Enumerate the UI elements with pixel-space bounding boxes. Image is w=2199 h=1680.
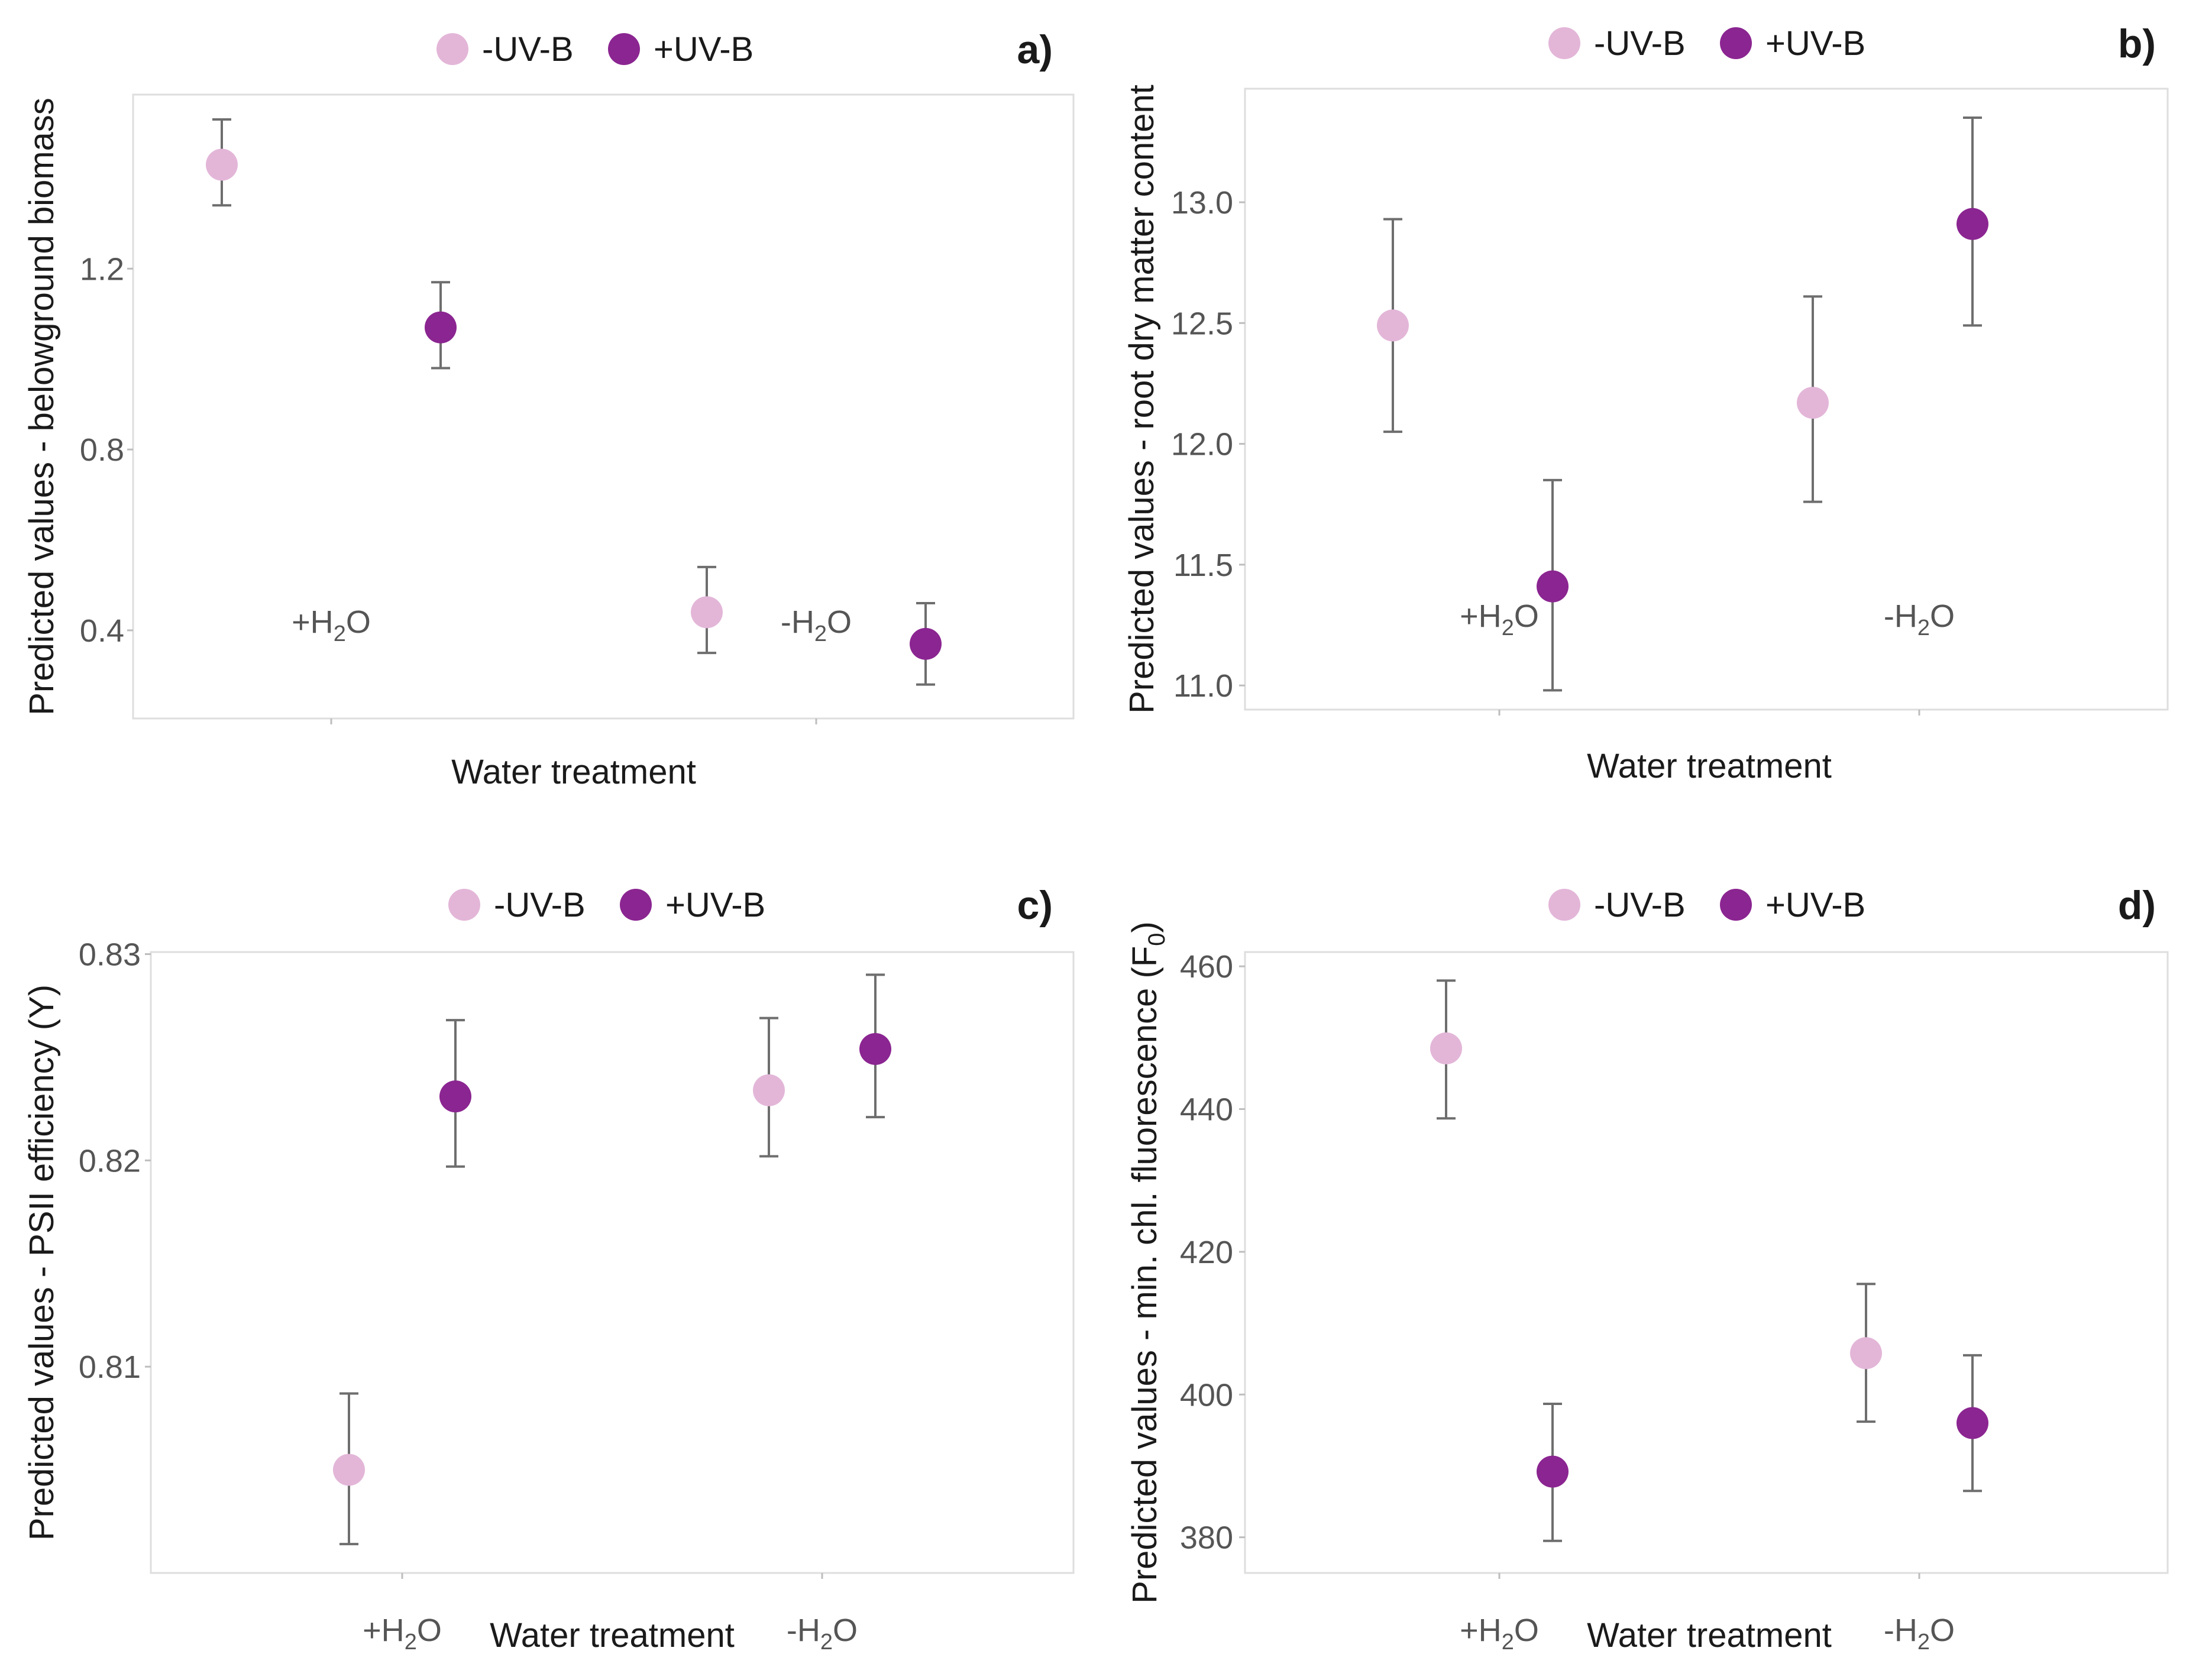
legend: -UV-B +UV-B [1548, 886, 1865, 924]
data-point-minus-uvb [1377, 309, 1409, 342]
legend-label: -UV-B [1594, 886, 1686, 924]
legend-label: +UV-B [654, 30, 754, 69]
data-point-plus-uvb [859, 1032, 891, 1065]
panel-tag: c) [1017, 883, 1053, 928]
plot-area [150, 951, 1075, 1574]
y-tick-label: 12.5 [1171, 306, 1233, 341]
legend-swatch [1720, 889, 1752, 921]
legend-swatch [1720, 27, 1752, 59]
legend: -UV-B +UV-B [1548, 24, 1865, 63]
panel-c: 0.81 0.82 0.83 +H2O -H2O Water treatment Predi… [22, 883, 1075, 1655]
legend-swatch [620, 889, 652, 921]
plot-area [1244, 951, 2169, 1574]
plot-area [1244, 88, 2169, 711]
y-axis-title: Predicted values - belowground biomass [22, 98, 61, 716]
plot-area [132, 93, 1075, 720]
legend-swatch [1548, 889, 1580, 921]
y-tick-label: 13.0 [1171, 185, 1233, 221]
y-tick-label: 11.0 [1173, 668, 1233, 704]
legend-swatch [436, 33, 468, 65]
y-tick-label: 0.82 [79, 1143, 141, 1179]
y-tick-label: 1.2 [80, 251, 124, 287]
y-tick-label: 0.81 [79, 1349, 141, 1385]
y-tick-label: 420 [1180, 1235, 1233, 1270]
y-axis-title: Predicted values - PSII efficiency (Y) [22, 985, 61, 1540]
x-tick-label: +H2O [363, 1613, 442, 1655]
y-tick-label: 0.83 [79, 937, 141, 972]
data-point-minus-uvb [1797, 387, 1829, 419]
y-tick-label: 12.0 [1171, 427, 1233, 462]
data-point-minus-uvb [753, 1074, 785, 1106]
data-point-plus-uvb [439, 1080, 471, 1113]
x-tick-label: -H2O [781, 604, 852, 646]
legend-label: -UV-B [494, 886, 586, 924]
panel-a: 0.4 0.8 1.2 +H2O -H2O Water treatment Predicte… [22, 27, 1075, 791]
y-tick-label: 0.4 [80, 613, 124, 649]
legend-label: -UV-B [1594, 24, 1686, 63]
data-point-minus-uvb [206, 148, 238, 181]
y-tick-label: 400 [1180, 1377, 1233, 1413]
panel-b: 11.0 11.5 12.0 12.5 13.0 +H2O -H2O Water treatm… [1123, 21, 2169, 785]
legend: -UV-B +UV-B [448, 886, 765, 924]
y-tick-label: 440 [1180, 1092, 1233, 1128]
x-axis-title: Water treatment [1587, 1616, 1832, 1655]
panel-tag: b) [2118, 21, 2156, 66]
data-point-plus-uvb [1537, 570, 1569, 603]
data-point-minus-uvb [333, 1454, 365, 1486]
data-point-plus-uvb [1537, 1455, 1569, 1488]
legend-swatch [608, 33, 640, 65]
y-axis-title: Predicted values - root dry matter conte… [1123, 85, 1161, 714]
legend: -UV-B +UV-B [436, 30, 754, 69]
data-point-minus-uvb [691, 596, 723, 629]
x-tick-label: -H2O [787, 1613, 858, 1655]
x-axis-title: Water treatment [1587, 747, 1832, 785]
data-point-minus-uvb [1430, 1032, 1462, 1064]
y-axis-title: Predicted values - min. chl. fluorescenc… [1126, 921, 1170, 1604]
legend-label: +UV-B [1765, 24, 1865, 63]
data-point-plus-uvb [425, 311, 457, 344]
panel-d: 380 400 420 440 460 +H2O -H2O Water treatment Pr… [1126, 883, 2169, 1655]
panel-tag: d) [2118, 883, 2156, 928]
data-point-plus-uvb [1957, 208, 1988, 240]
y-tick-label: 11.5 [1173, 548, 1233, 583]
x-tick-label: +H2O [292, 604, 371, 646]
x-tick-label: +H2O [1460, 598, 1539, 640]
data-point-plus-uvb [1957, 1407, 1988, 1439]
x-tick-label: -H2O [1884, 598, 1955, 640]
legend-label: -UV-B [482, 30, 574, 69]
legend-label: +UV-B [1765, 886, 1865, 924]
legend-swatch [1548, 27, 1580, 59]
x-tick-label: +H2O [1460, 1613, 1539, 1655]
data-point-plus-uvb [910, 627, 942, 660]
y-tick-label: 0.8 [80, 432, 124, 468]
x-axis-title: Water treatment [451, 753, 696, 791]
x-tick-label: -H2O [1884, 1613, 1955, 1655]
y-tick-label: 460 [1180, 949, 1233, 985]
panel-tag: a) [1017, 27, 1053, 72]
legend-swatch [448, 889, 480, 921]
legend-label: +UV-B [665, 886, 765, 924]
y-tick-label: 380 [1180, 1520, 1233, 1556]
x-axis-title: Water treatment [490, 1616, 735, 1655]
data-point-minus-uvb [1850, 1337, 1882, 1370]
